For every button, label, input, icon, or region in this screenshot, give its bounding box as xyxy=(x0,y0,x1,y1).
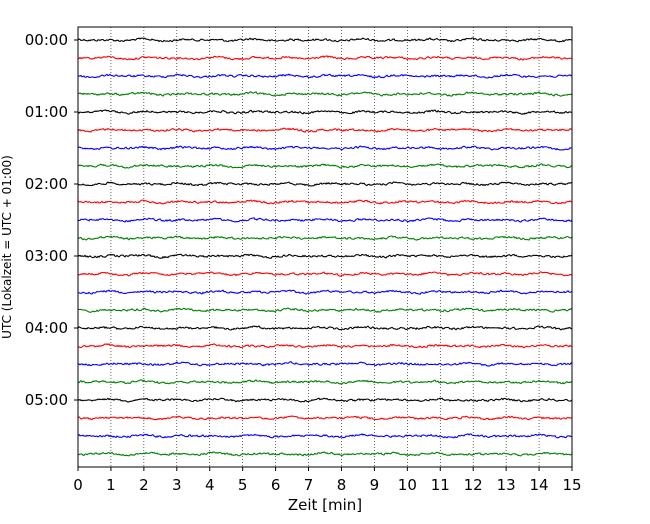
grid-lines xyxy=(110,27,540,467)
y-tick-label: 03:00 xyxy=(25,247,68,265)
x-tick-label: 1 xyxy=(106,476,116,494)
x-tick-label: 5 xyxy=(238,476,248,494)
seismogram-trace xyxy=(77,163,573,169)
seismogram-trace xyxy=(77,73,573,79)
y-tick-label: 01:00 xyxy=(25,103,68,121)
x-tick-label: 4 xyxy=(205,476,215,494)
x-axis-label: Zeit [min] xyxy=(288,496,362,514)
x-tick-label: 6 xyxy=(271,476,281,494)
seismogram-trace xyxy=(77,55,573,61)
x-tick-label: 7 xyxy=(304,476,314,494)
x-tick-label: 3 xyxy=(172,476,182,494)
x-tick-label: 15 xyxy=(562,476,581,494)
x-tick-label: 8 xyxy=(337,476,347,494)
seismogram-trace xyxy=(77,235,573,241)
seismogram-trace xyxy=(77,433,573,439)
plot-frame xyxy=(77,26,573,468)
seismogram-trace xyxy=(77,145,573,151)
y-tick-label: 05:00 xyxy=(25,391,68,409)
seismogram-trace xyxy=(77,199,573,205)
seismogram-trace xyxy=(77,379,573,385)
seismogram-trace xyxy=(77,253,573,259)
seismogram-trace xyxy=(77,361,573,367)
seismogram-trace xyxy=(77,91,573,97)
seismogram-trace xyxy=(77,415,573,421)
x-axis-ticks: 0 1 2 3 4 5 6 7 8 9 10 11 12 13 14 15 xyxy=(73,467,582,494)
x-tick-label: 2 xyxy=(139,476,149,494)
x-tick-label: 9 xyxy=(370,476,380,494)
x-tick-label: 11 xyxy=(431,476,450,494)
y-axis-label: UTC (Lokalzeit = UTC + 01:00) xyxy=(0,155,14,339)
seismogram-trace xyxy=(77,37,573,43)
x-tick-label: 12 xyxy=(464,476,483,494)
seismogram-trace xyxy=(77,307,573,313)
seismogram-trace xyxy=(77,289,573,295)
seismogram-traces xyxy=(77,37,573,457)
seismogram-trace xyxy=(77,127,573,133)
seismogram-trace xyxy=(77,271,573,277)
x-tick-label: 13 xyxy=(497,476,516,494)
y-tick-label: 04:00 xyxy=(25,319,68,337)
seismogram-trace xyxy=(77,325,573,331)
y-tick-label: 02:00 xyxy=(25,175,68,193)
seismogram-trace xyxy=(77,397,573,403)
y-tick-label: 00:00 xyxy=(25,31,68,49)
x-tick-label: 14 xyxy=(530,476,549,494)
seismogram-trace xyxy=(77,109,573,115)
seismogram-trace xyxy=(77,217,573,223)
seismogram-trace xyxy=(77,451,573,457)
x-tick-label: 10 xyxy=(398,476,417,494)
x-tick-label: 0 xyxy=(73,476,83,494)
seismogram-trace xyxy=(77,181,573,187)
seismogram-trace xyxy=(77,343,572,349)
y-axis-ticks: 00:00 01:00 02:00 03:00 04:00 05:00 xyxy=(25,31,78,409)
